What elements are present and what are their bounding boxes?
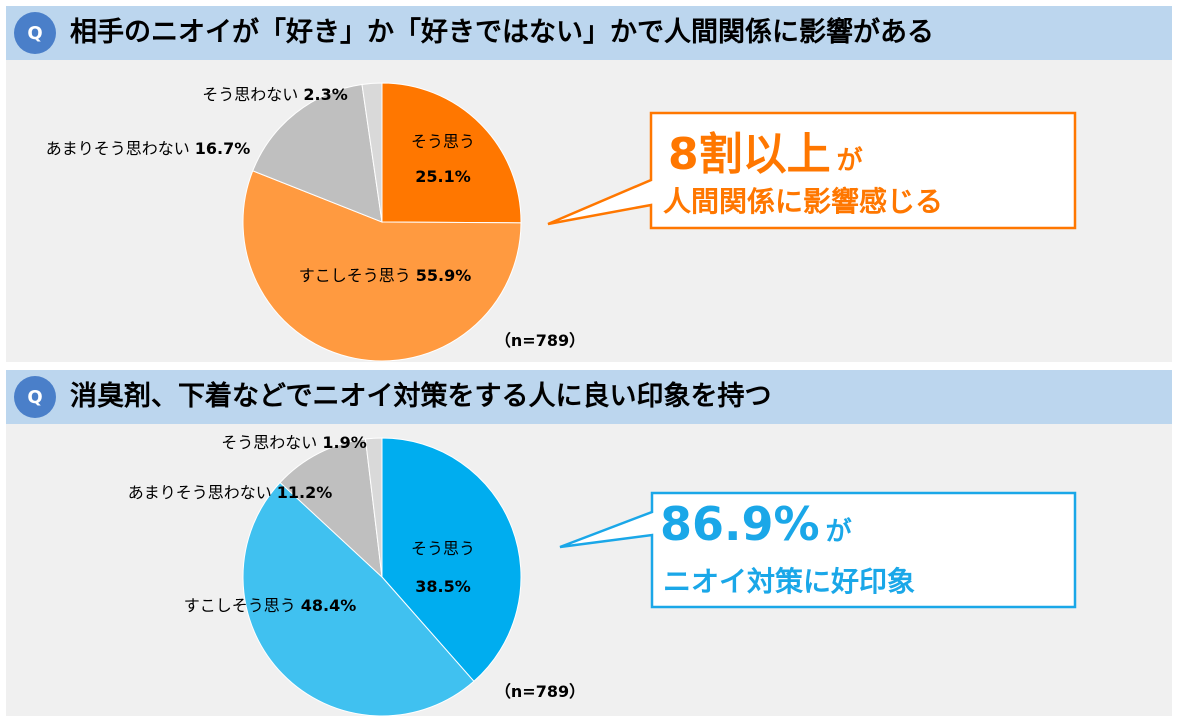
callout-2-box xyxy=(559,491,1077,609)
q-badge-2: Q xyxy=(14,376,56,418)
pie-chart-2: そう思う 38.5% すこしそう思う 48.4% あまりそう思わない 11.2% そう思… xyxy=(128,433,585,717)
pie-2-label-3-value: 11.2% xyxy=(277,483,333,502)
pie-chart-1: そう思う 25.1% すこしそう思う 55.9% あまりそう思わない 16.7% そう思… xyxy=(46,82,585,362)
pie-2-sample-size: （n=789） xyxy=(495,682,585,701)
callout-2-headline: 86.9% が xyxy=(660,497,852,551)
pie-2-label-2: すこしそう思う 48.4% xyxy=(184,596,357,615)
pie-1-label-4-category: そう思わない xyxy=(202,85,303,104)
pie-2-label-2-category: すこしそう思う xyxy=(184,596,301,615)
pie-1-slice-3 xyxy=(252,83,383,223)
pie-1-slice-2 xyxy=(242,170,522,362)
pie-2-label-4-category: そう思わない xyxy=(221,433,322,452)
pie-2-label-1-value: 38.5% xyxy=(415,577,471,596)
pie-1-label-4: そう思わない 2.3% xyxy=(202,85,347,104)
pie-2-label-4-value: 1.9% xyxy=(322,433,366,452)
pie-2-label-2-value: 48.4% xyxy=(301,596,357,615)
question-bar-1: Q 相手のニオイが「好き」か「好きではない」かで人間関係に影響がある xyxy=(6,6,1172,60)
pie-1-label-2: すこしそう思う 55.9% xyxy=(299,266,472,285)
pie-1-label-2-category: すこしそう思う xyxy=(299,266,416,285)
callout-2-big: 86.9% xyxy=(660,497,820,551)
pie-1-slice-4 xyxy=(361,82,383,223)
question-title-1: 相手のニオイが「好き」か「好きではない」かで人間関係に影響がある xyxy=(70,17,934,48)
callout-1-big: 8割以上 xyxy=(668,129,831,180)
callout-2 xyxy=(559,491,1077,609)
q-badge-1: Q xyxy=(14,12,56,54)
pie-1-slice-1 xyxy=(381,82,522,224)
pie-1-label-3-category: あまりそう思わない xyxy=(46,139,195,158)
pie-1-label-3: あまりそう思わない 16.7% xyxy=(46,139,251,158)
pie-1-sample-size: （n=789） xyxy=(495,331,585,350)
pie-2-slice-1 xyxy=(381,437,522,682)
pie-1-label-3-value: 16.7% xyxy=(195,139,251,158)
pie-2-label-1-category: そう思う xyxy=(411,539,475,558)
pie-2-slice-3 xyxy=(279,438,383,579)
callout-2-suffix: が xyxy=(825,517,852,547)
callout-1-sub: 人間関係に影響感じる xyxy=(663,185,944,218)
pie-2-slice-2 xyxy=(242,481,475,717)
callout-2-sub: ニオイ対策に好印象 xyxy=(663,565,916,598)
pie-1-label-1-value: 25.1% xyxy=(415,167,471,186)
pie-2-label-3: あまりそう思わない 11.2% xyxy=(128,483,333,502)
pie-1-label-4-value: 2.3% xyxy=(303,85,347,104)
question-title-2: 消臭剤、下着などでニオイ対策をする人に良い印象を持つ xyxy=(70,381,772,412)
pie-1-label-1-category: そう思う xyxy=(411,132,475,151)
callout-1-suffix: が xyxy=(836,146,863,176)
pie-1-label-2-value: 55.9% xyxy=(416,266,472,285)
callout-1-box xyxy=(547,111,1077,230)
pie-2-label-3-category: あまりそう思わない xyxy=(128,483,277,502)
pie-2-slice-4 xyxy=(364,437,383,578)
pie-2-label-4: そう思わない 1.9% xyxy=(221,433,366,452)
callout-1 xyxy=(547,111,1077,230)
callout-1-headline: 8割以上が xyxy=(668,118,863,182)
question-bar-2: Q 消臭剤、下着などでニオイ対策をする人に良い印象を持つ xyxy=(6,370,1172,424)
